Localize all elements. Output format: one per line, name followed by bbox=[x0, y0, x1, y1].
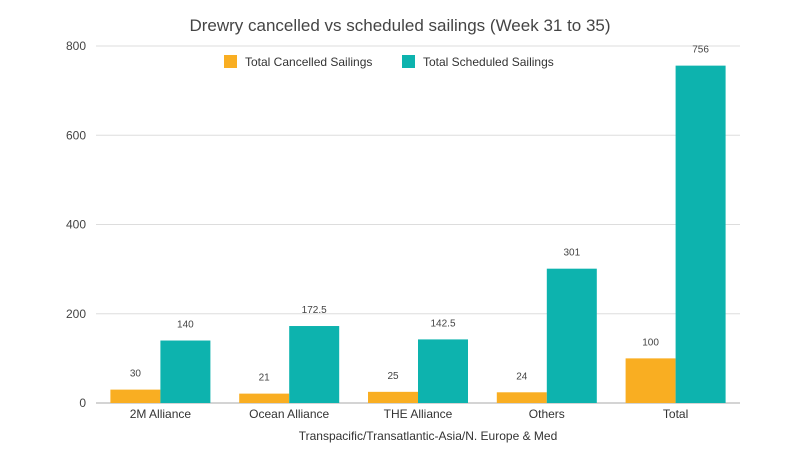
bar-cancelled bbox=[496, 392, 547, 403]
legend-label: Total Cancelled Sailings bbox=[245, 55, 372, 69]
x-axis-title: Transpacific/Transatlantic-Asia/N. Europ… bbox=[299, 429, 558, 443]
data-label: 756 bbox=[692, 45, 709, 56]
x-tick-label: Total bbox=[663, 407, 688, 421]
data-label: 301 bbox=[563, 248, 580, 259]
label-layer: 30 140 2M Alliance 21 172.5 Ocean Alliance 25 1… bbox=[130, 45, 710, 421]
x-tick-label: THE Alliance bbox=[384, 407, 453, 421]
x-tick-label: Ocean Alliance bbox=[249, 407, 329, 421]
legend-swatch bbox=[224, 55, 237, 68]
y-tick-label: 800 bbox=[66, 39, 86, 53]
legend-label: Total Scheduled Sailings bbox=[423, 55, 554, 69]
chart-title: Drewry cancelled vs scheduled sailings (… bbox=[189, 16, 610, 35]
bar-cancelled bbox=[110, 389, 161, 403]
data-label: 100 bbox=[642, 337, 659, 348]
data-label: 172.5 bbox=[302, 305, 327, 316]
data-label: 140 bbox=[177, 320, 194, 331]
bar-scheduled bbox=[546, 268, 597, 403]
legend-swatch bbox=[402, 55, 415, 68]
data-label: 30 bbox=[130, 369, 142, 380]
y-tick-label: 400 bbox=[66, 218, 86, 232]
legend: Total Cancelled Sailings Total Scheduled … bbox=[224, 55, 554, 69]
data-label: 24 bbox=[516, 371, 528, 382]
bar-cancelled bbox=[625, 358, 676, 403]
bar-scheduled bbox=[160, 340, 211, 403]
y-tick-label: 0 bbox=[79, 396, 86, 410]
bar-cancelled bbox=[368, 391, 418, 403]
y-tick-label: 600 bbox=[66, 128, 86, 142]
data-label: 142.5 bbox=[430, 318, 455, 329]
x-tick-label: Others bbox=[529, 407, 565, 421]
bar-layer bbox=[110, 65, 726, 403]
bar-scheduled bbox=[675, 65, 726, 403]
y-tick-label: 200 bbox=[66, 307, 86, 321]
bar-scheduled bbox=[289, 326, 340, 403]
bar-scheduled bbox=[418, 339, 468, 403]
data-label: 21 bbox=[259, 373, 271, 384]
bar-cancelled bbox=[239, 393, 290, 403]
data-label: 25 bbox=[387, 371, 399, 382]
x-tick-label: 2M Alliance bbox=[130, 407, 192, 421]
